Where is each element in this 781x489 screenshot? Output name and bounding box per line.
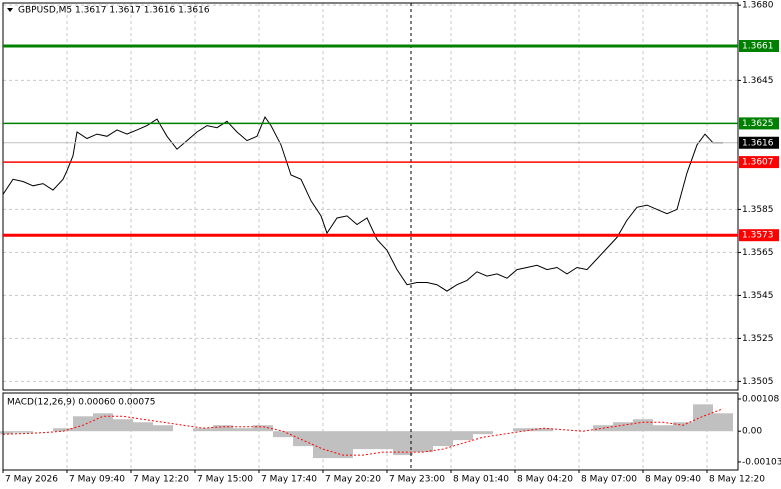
macd-bar	[113, 419, 133, 432]
x-tick-label: 7 May 20:20	[325, 475, 381, 485]
level-box	[739, 156, 779, 169]
macd-bar	[333, 431, 353, 459]
macd-bar	[433, 431, 453, 447]
level-label: 1.3607	[742, 158, 774, 168]
y-tick-label: 0.00	[742, 427, 762, 437]
x-tick-label: 8 May 09:40	[645, 475, 701, 485]
y-tick-label: 1.3645	[742, 76, 774, 86]
macd-bar	[453, 431, 473, 441]
macd-bar	[293, 431, 313, 447]
macd-bar	[613, 422, 633, 432]
y-tick-label: -0.00103	[742, 457, 781, 467]
macd-bar	[233, 428, 253, 432]
macd-bar	[673, 422, 693, 432]
macd-bar	[93, 413, 113, 432]
level-box	[739, 117, 779, 130]
macd-bar	[633, 419, 653, 432]
macd-bar	[353, 431, 373, 450]
macd-bar	[153, 425, 173, 432]
level-label: 1.3573	[742, 231, 774, 241]
macd-bar	[253, 425, 273, 432]
signal-line	[2, 408, 724, 456]
current-price-label: 1.3616	[742, 138, 774, 148]
macd-bar	[313, 431, 333, 459]
level-box	[739, 229, 779, 242]
macd-bar	[473, 431, 493, 435]
x-tick-label: 7 May 23:00	[389, 475, 445, 485]
macd-bar	[273, 431, 293, 438]
macd-bar	[713, 413, 733, 432]
x-tick-label: 7 May 2026	[5, 475, 58, 485]
macd-bar	[0, 431, 13, 435]
chart-title: GBPUSD,M5 1.3617 1.3617 1.3616 1.3616	[18, 6, 210, 16]
x-tick-label: 8 May 07:00	[581, 475, 637, 485]
macd-bar	[413, 431, 433, 453]
y-tick-label: 1.3545	[742, 291, 774, 301]
price-line	[2, 115, 723, 292]
macd-bar	[513, 428, 533, 432]
x-tick-label: 7 May 09:40	[69, 475, 125, 485]
macd-bar	[393, 431, 413, 456]
macd-bar	[53, 428, 73, 432]
macd-bar	[533, 428, 553, 432]
y-tick-label: 1.3505	[742, 377, 774, 387]
level-label: 1.3625	[742, 119, 774, 129]
current-price-box	[739, 136, 779, 149]
y-tick-label: 1.3525	[742, 334, 774, 344]
macd-bar	[193, 428, 213, 432]
macd-bar	[213, 425, 233, 432]
y-tick-label: 1.3680	[742, 1, 774, 11]
macd-bar	[653, 425, 673, 432]
x-tick-label: 8 May 12:20	[709, 475, 765, 485]
y-tick-label: 0.00108	[742, 394, 779, 404]
level-label: 1.3661	[742, 42, 774, 52]
x-tick-label: 7 May 15:00	[197, 475, 253, 485]
x-tick-label: 8 May 04:20	[517, 475, 573, 485]
y-tick-label: 1.3585	[742, 205, 774, 215]
price-frame	[2, 2, 739, 391]
level-box	[739, 40, 779, 52]
x-tick-label: 7 May 12:20	[133, 475, 189, 485]
macd-bar	[13, 431, 33, 433]
plot-layer	[0, 3, 738, 470]
macd-bar	[133, 422, 153, 432]
menu-arrow	[7, 8, 13, 12]
macd-title: MACD(12,26,9) 0.00060 0.00075	[7, 398, 156, 408]
macd-bar	[373, 431, 393, 450]
x-tick-label: 8 May 01:40	[453, 475, 509, 485]
macd-bar	[73, 416, 93, 432]
y-tick-label: 1.3565	[742, 248, 774, 258]
macd-bar	[693, 404, 713, 432]
x-tick-label: 7 May 17:40	[261, 475, 317, 485]
